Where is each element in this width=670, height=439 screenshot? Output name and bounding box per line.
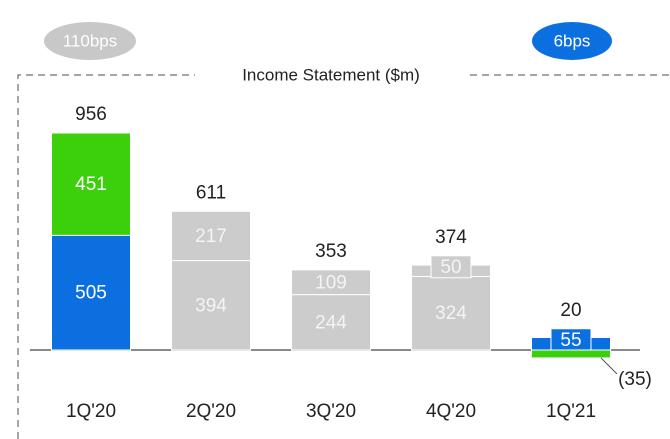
- dashed-frame: [17, 74, 670, 439]
- value-label: 55: [560, 330, 581, 351]
- value-label: 324: [435, 303, 467, 324]
- badge: [532, 22, 612, 60]
- bar-segment: [51, 132, 131, 236]
- badge-label: 6bps: [554, 31, 591, 50]
- bar-segment: [411, 275, 491, 351]
- x-tick-label: 1Q'21: [546, 401, 596, 422]
- value-label: 50: [440, 257, 461, 278]
- value-label: 217: [195, 226, 227, 247]
- value-label: 394: [195, 295, 227, 316]
- badge-label: 110bps: [63, 31, 118, 50]
- bar-segment: [51, 234, 131, 351]
- bar-segment: [171, 260, 251, 351]
- value-label: 109: [315, 272, 347, 293]
- leader-line: [600, 357, 618, 375]
- total-label: 956: [75, 104, 107, 125]
- value-label: 505: [75, 283, 107, 304]
- bar-segment: [171, 210, 251, 262]
- value-label: 244: [315, 312, 347, 333]
- total-label: 374: [435, 227, 467, 248]
- total-label: 353: [315, 241, 347, 262]
- badge: [44, 22, 136, 60]
- x-tick-label: 3Q'20: [306, 401, 356, 422]
- value-label: 451: [75, 174, 107, 195]
- x-tick-label: 2Q'20: [186, 401, 236, 422]
- x-tick-label: 1Q'20: [66, 401, 116, 422]
- label-box: [430, 255, 472, 279]
- total-label: 20: [560, 300, 581, 321]
- chart-title: Income Statement ($m): [242, 65, 420, 84]
- total-label: 611: [196, 182, 226, 203]
- x-tick-label: 4Q'20: [426, 401, 476, 422]
- value-label: (35): [618, 369, 652, 390]
- bar-segment: [291, 294, 371, 351]
- bar-segment: [291, 269, 371, 296]
- bar-segment: [531, 349, 611, 359]
